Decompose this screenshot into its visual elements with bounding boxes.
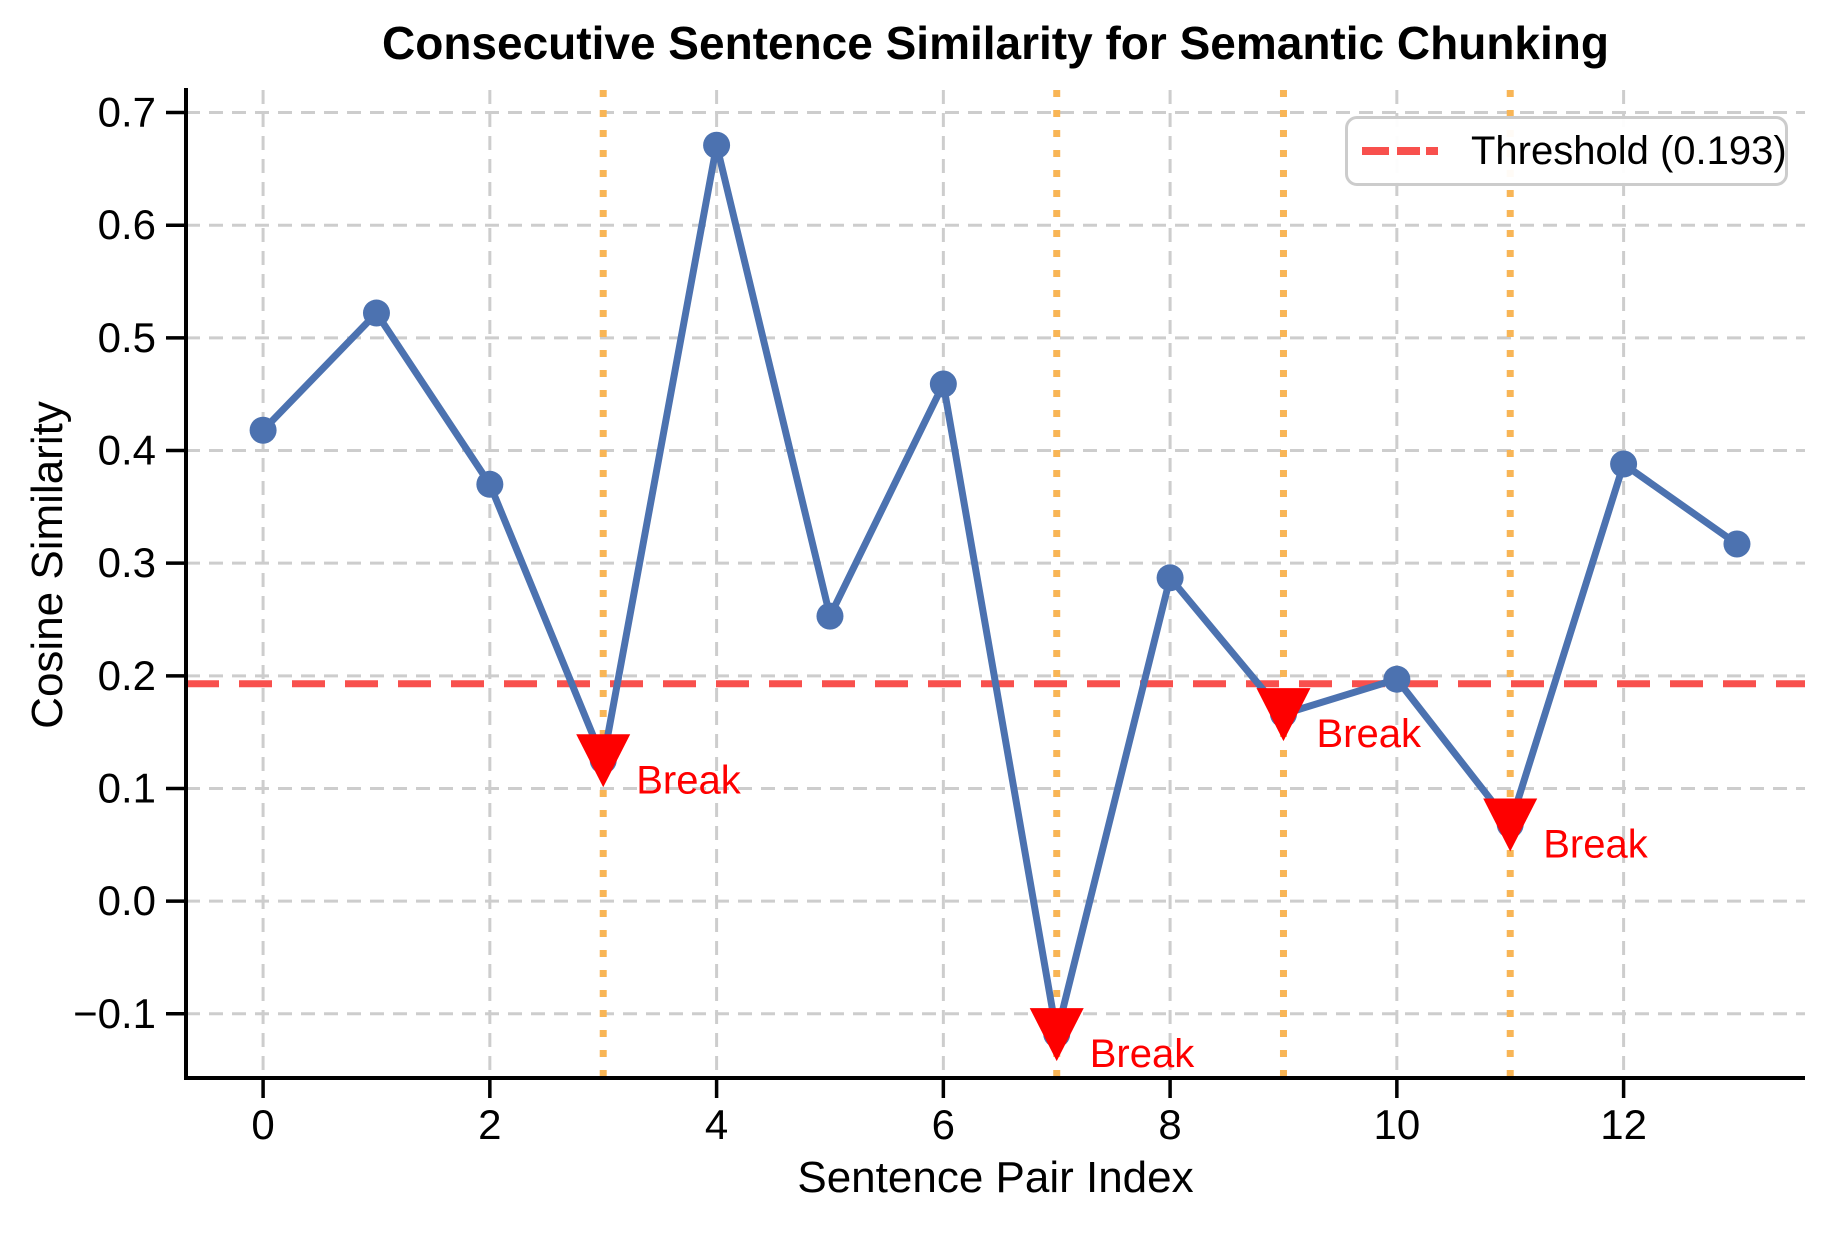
y-tick-label: −0.1 [73, 990, 156, 1037]
data-point-marker [1156, 564, 1184, 592]
break-label: Break [1316, 712, 1421, 756]
y-tick-label: 0.7 [98, 89, 156, 136]
y-tick-label: 0.3 [98, 539, 156, 586]
data-point-marker [476, 470, 504, 498]
y-tick-label: 0.6 [98, 201, 156, 248]
x-tick-label: 8 [1158, 1101, 1181, 1148]
data-point-marker [1383, 665, 1411, 693]
y-axis-label: Cosine Similarity [23, 401, 72, 729]
y-tick-label: 0.0 [98, 877, 156, 924]
break-marker-icon [1483, 798, 1538, 852]
data-point-marker [249, 416, 277, 444]
break-label: Break [1090, 1032, 1195, 1076]
break-label: Break [636, 758, 741, 802]
y-tick-label: 0.2 [98, 652, 156, 699]
data-point-marker [816, 602, 844, 630]
x-tick-label: 6 [932, 1101, 955, 1148]
x-tick-label: 12 [1600, 1101, 1647, 1148]
break-marker-icon [576, 734, 631, 788]
data-point-marker [703, 131, 731, 159]
data-point-marker [362, 299, 390, 327]
x-axis-label: Sentence Pair Index [797, 1153, 1194, 1202]
data-point-marker [1723, 530, 1751, 558]
y-tick-label: 0.5 [98, 314, 156, 361]
x-tick-label: 0 [251, 1101, 274, 1148]
y-tick-label: 0.1 [98, 764, 156, 811]
data-point-marker [1610, 450, 1638, 478]
break-marker-icon [1256, 688, 1311, 742]
x-tick-label: 4 [705, 1101, 728, 1148]
break-marker-icon [1029, 1008, 1084, 1062]
chart-title: Consecutive Sentence Similarity for Sema… [382, 17, 1609, 69]
legend: Threshold (0.193) [1345, 116, 1788, 186]
y-tick-label: 0.4 [98, 427, 156, 474]
x-tick-label: 10 [1373, 1101, 1420, 1148]
legend-label: Threshold (0.193) [1471, 128, 1787, 173]
data-point-marker [929, 370, 957, 398]
break-label: Break [1543, 823, 1648, 867]
threshold-legend-line-icon [1362, 147, 1442, 155]
x-tick-label: 2 [478, 1101, 501, 1148]
